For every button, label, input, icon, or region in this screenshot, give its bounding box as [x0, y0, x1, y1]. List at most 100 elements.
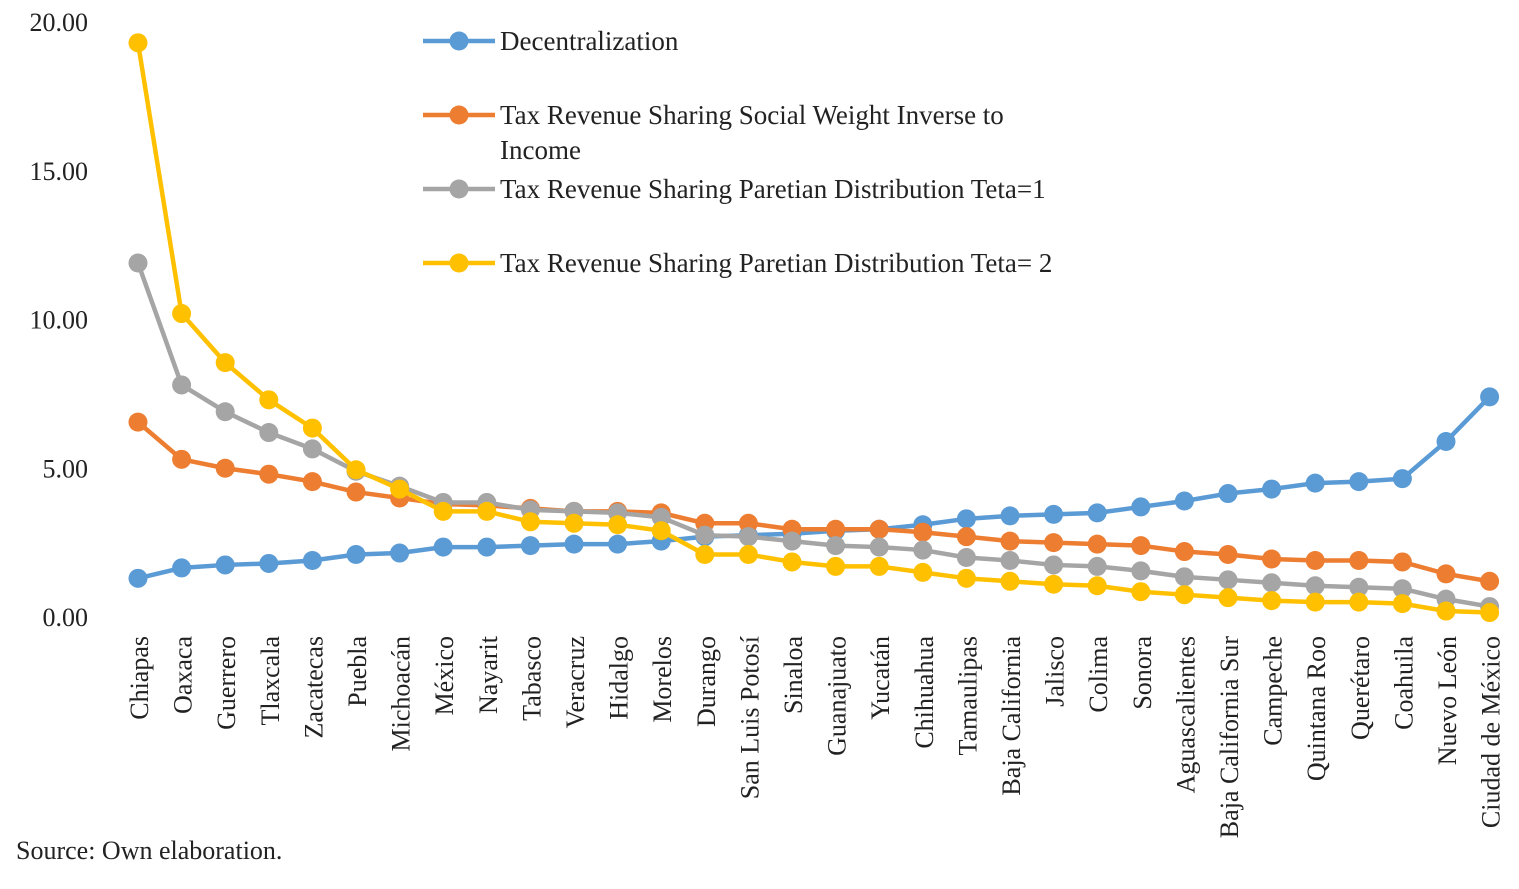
data-point — [1305, 473, 1325, 493]
data-point — [1044, 574, 1064, 594]
category-label: Yucatán — [866, 636, 895, 720]
category-label: Aguascalientes — [1171, 636, 1200, 793]
data-point — [913, 522, 933, 542]
category-label: Zacatecas — [299, 636, 328, 738]
category-label: Michoacán — [387, 636, 416, 752]
data-point — [1218, 570, 1238, 590]
data-point — [1087, 503, 1107, 523]
data-point — [695, 545, 715, 565]
category-label: Morelos — [648, 636, 677, 723]
data-point — [1349, 472, 1369, 492]
data-point — [1305, 550, 1325, 570]
category-label: Ciudad de México — [1477, 636, 1506, 828]
data-point — [1131, 582, 1151, 602]
category-label: Tabasco — [517, 636, 546, 721]
data-point — [1174, 567, 1194, 587]
data-point — [1305, 592, 1325, 612]
category-label: Nayarit — [474, 635, 503, 714]
y-tick-label: 10.00 — [30, 306, 89, 335]
data-point — [564, 534, 584, 554]
data-point — [1218, 588, 1238, 608]
data-point — [1480, 571, 1500, 591]
category-label: Tamaulipas — [953, 636, 982, 755]
data-point — [433, 501, 453, 521]
category-label: México — [430, 636, 459, 715]
category-label: Coahuila — [1389, 636, 1418, 730]
category-label: Guerrero — [212, 636, 241, 730]
data-point — [738, 545, 758, 565]
data-point — [302, 439, 322, 459]
data-point — [1131, 561, 1151, 581]
legend-swatch-marker — [449, 31, 469, 51]
data-point — [1044, 533, 1064, 553]
data-point — [1000, 550, 1020, 570]
data-point — [1262, 573, 1282, 593]
data-point — [651, 507, 671, 527]
category-label: Colima — [1084, 636, 1113, 713]
legend-swatch-marker — [449, 179, 469, 199]
legend-label: Tax Revenue Sharing Social Weight Invers… — [500, 100, 1004, 130]
category-label: San Luis Potosí — [735, 636, 764, 799]
data-point — [1262, 479, 1282, 499]
legend-item-1: Decentralization — [423, 26, 679, 56]
data-point — [1087, 556, 1107, 576]
data-point — [869, 556, 889, 576]
data-point — [259, 553, 279, 573]
category-label: Durango — [692, 636, 721, 727]
data-point — [869, 537, 889, 557]
category-label: Campeche — [1259, 636, 1288, 746]
data-point — [302, 550, 322, 570]
data-point — [695, 525, 715, 545]
y-tick-label: 5.00 — [43, 454, 89, 483]
data-point — [215, 402, 235, 422]
data-point — [520, 512, 540, 532]
x-axis: Chiapas Oaxaca Guerrero Tlaxcala Zacatecas Pu… — [125, 635, 1506, 838]
data-point — [1436, 431, 1456, 451]
data-point — [128, 253, 148, 273]
legend-swatch-marker — [449, 253, 469, 273]
data-point — [172, 304, 192, 324]
data-point — [956, 527, 976, 547]
data-point — [651, 521, 671, 541]
data-point — [869, 519, 889, 539]
data-point — [259, 423, 279, 443]
data-point — [826, 519, 846, 539]
data-point — [1174, 585, 1194, 605]
y-tick-label: 0.00 — [43, 603, 89, 632]
category-label: Quintana Roo — [1302, 636, 1331, 781]
data-point — [1000, 506, 1020, 526]
data-point — [1000, 531, 1020, 551]
data-point — [1480, 603, 1500, 623]
y-tick-label: 15.00 — [30, 157, 89, 186]
series-4 — [128, 33, 1500, 623]
category-label: Tlaxcala — [256, 636, 285, 726]
data-point — [1349, 577, 1369, 597]
data-point — [956, 509, 976, 529]
data-point — [128, 33, 148, 53]
plot-area — [128, 33, 1500, 623]
data-point — [1174, 491, 1194, 511]
data-point — [1392, 469, 1412, 489]
data-point — [1087, 576, 1107, 596]
data-point — [1131, 497, 1151, 517]
y-tick-label: 20.00 — [30, 8, 89, 37]
legend-item-2: Tax Revenue Sharing Social Weight Invers… — [423, 100, 1004, 165]
category-label: Jalisco — [1041, 636, 1070, 707]
category-label: Guanajuato — [823, 636, 852, 756]
data-point — [956, 548, 976, 567]
data-point — [826, 556, 846, 576]
data-point — [956, 568, 976, 588]
data-point — [259, 464, 279, 484]
legend-label: Decentralization — [500, 26, 679, 56]
data-point — [215, 555, 235, 575]
data-point — [1392, 594, 1412, 614]
data-point — [215, 353, 235, 373]
legend-label: Tax Revenue Sharing Paretian Distributio… — [500, 248, 1052, 278]
data-point — [172, 449, 192, 469]
data-point — [1305, 576, 1325, 596]
data-point — [1262, 549, 1282, 569]
category-label: Chiapas — [125, 636, 154, 720]
data-point — [346, 482, 366, 502]
data-point — [1044, 504, 1064, 524]
legend-label: Tax Revenue Sharing Paretian Distributio… — [500, 174, 1046, 204]
